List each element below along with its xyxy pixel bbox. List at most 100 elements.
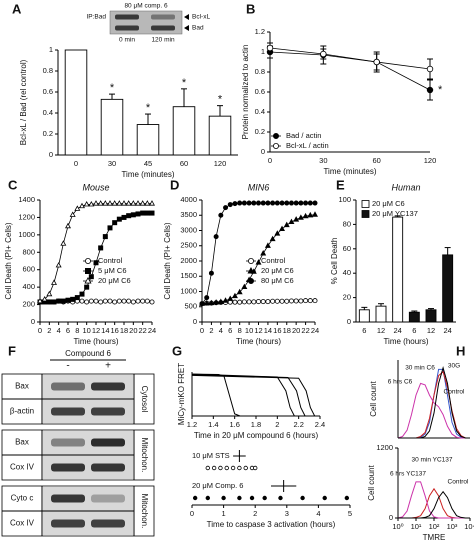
marker [298, 200, 304, 206]
blot-inset [109, 10, 183, 35]
significance: * [182, 77, 187, 89]
marker [56, 298, 62, 304]
legend-label: Control [261, 256, 286, 265]
marker [231, 292, 238, 299]
marker [83, 201, 90, 207]
bar [408, 311, 420, 323]
legend-marker [272, 132, 279, 139]
marker [266, 44, 274, 52]
marker [293, 298, 299, 304]
legend-swatch [361, 210, 370, 218]
bar [442, 254, 454, 323]
blot-band [51, 438, 85, 447]
marker [426, 65, 434, 73]
marker [252, 465, 258, 471]
x-tick-label: 1.2 [187, 420, 197, 429]
x-axis-label: Time to caspase 3 activation (hours) [207, 520, 336, 529]
legend-label: Bad / actin [286, 131, 321, 140]
blot-band [151, 14, 175, 20]
marker [300, 495, 305, 501]
marker [279, 200, 285, 206]
legend-marker [247, 267, 255, 274]
series-line [398, 490, 470, 519]
marker [237, 465, 242, 471]
marker [288, 200, 294, 206]
marker [116, 200, 123, 206]
y-tick-label: 0 [49, 150, 53, 159]
x-tick-label: 10 [245, 326, 253, 335]
marker [203, 300, 210, 306]
marker [426, 86, 434, 94]
marker [260, 200, 266, 206]
bar [136, 124, 160, 156]
legend-marker [85, 257, 92, 264]
blot-band [91, 494, 125, 503]
bar [375, 305, 387, 323]
x-tick-label: 30 [108, 159, 116, 168]
marker [112, 220, 118, 226]
marker [227, 202, 233, 208]
marker [278, 495, 283, 501]
marker [251, 200, 257, 206]
x-tick-label: 24 [311, 326, 319, 335]
blot-band [91, 519, 125, 528]
row-label: Cyto c [11, 494, 34, 503]
marker [135, 200, 141, 206]
marker [93, 298, 99, 304]
y-axis-label: % Cell Death [330, 238, 339, 285]
x-tick-label: 1.4 [208, 420, 218, 429]
series-line [397, 382, 470, 439]
marker [344, 495, 350, 501]
inset-title: 80 μM comp. 6 [124, 3, 168, 10]
marker [130, 299, 136, 305]
marker [322, 495, 327, 501]
panel-label: G [172, 343, 182, 358]
marker [217, 298, 224, 304]
marker [135, 211, 141, 217]
marker [144, 298, 150, 304]
y-axis-label: Cell Death (PI+ Cells) [163, 222, 172, 299]
bar [208, 115, 232, 156]
marker [241, 283, 248, 290]
y-tick-label: 3000 [180, 225, 197, 234]
x-tick-label: 6 [66, 326, 70, 335]
y-axis-label: Protein normalized to actin [241, 45, 250, 140]
marker [264, 242, 271, 248]
group-label: 20 μM Comp. 6 [192, 481, 243, 490]
series-line [39, 203, 152, 302]
marker [149, 299, 155, 305]
bar [425, 309, 437, 323]
y-tick-label: 0 [261, 147, 265, 156]
marker [126, 298, 132, 304]
marker [130, 212, 136, 218]
marker [211, 465, 217, 471]
y-axis-label: MiCy-mKO FRET [177, 363, 186, 425]
row-label: Cox IV [10, 463, 35, 472]
y-tick-label: 2000 [180, 256, 197, 265]
panel-label: E [336, 177, 345, 192]
x-tick-label: 24 [148, 326, 156, 335]
y-tick-label: 0.8 [43, 66, 53, 75]
y-axis-label: Cell Death (PI+ Cells) [4, 222, 13, 299]
marker [199, 301, 205, 307]
marker [130, 200, 137, 206]
series-line [191, 373, 320, 417]
marker [46, 299, 52, 305]
blot-band [151, 25, 175, 31]
marker [270, 298, 276, 304]
legend-swatch [361, 200, 370, 208]
legend-label: 20 μM YC137 [372, 209, 418, 218]
marker [79, 298, 85, 304]
marker [74, 205, 81, 211]
row-label: Cox IV [10, 519, 35, 528]
marker [60, 298, 66, 304]
marker [74, 295, 80, 301]
marker [232, 201, 238, 207]
marker [192, 495, 198, 501]
x-axis-label: Time (hours) [236, 337, 281, 346]
marker [262, 495, 267, 501]
x-tick-label: 2.4 [315, 420, 325, 429]
marker [265, 299, 271, 305]
blot-band [91, 407, 125, 416]
panel-label: B [246, 1, 255, 16]
